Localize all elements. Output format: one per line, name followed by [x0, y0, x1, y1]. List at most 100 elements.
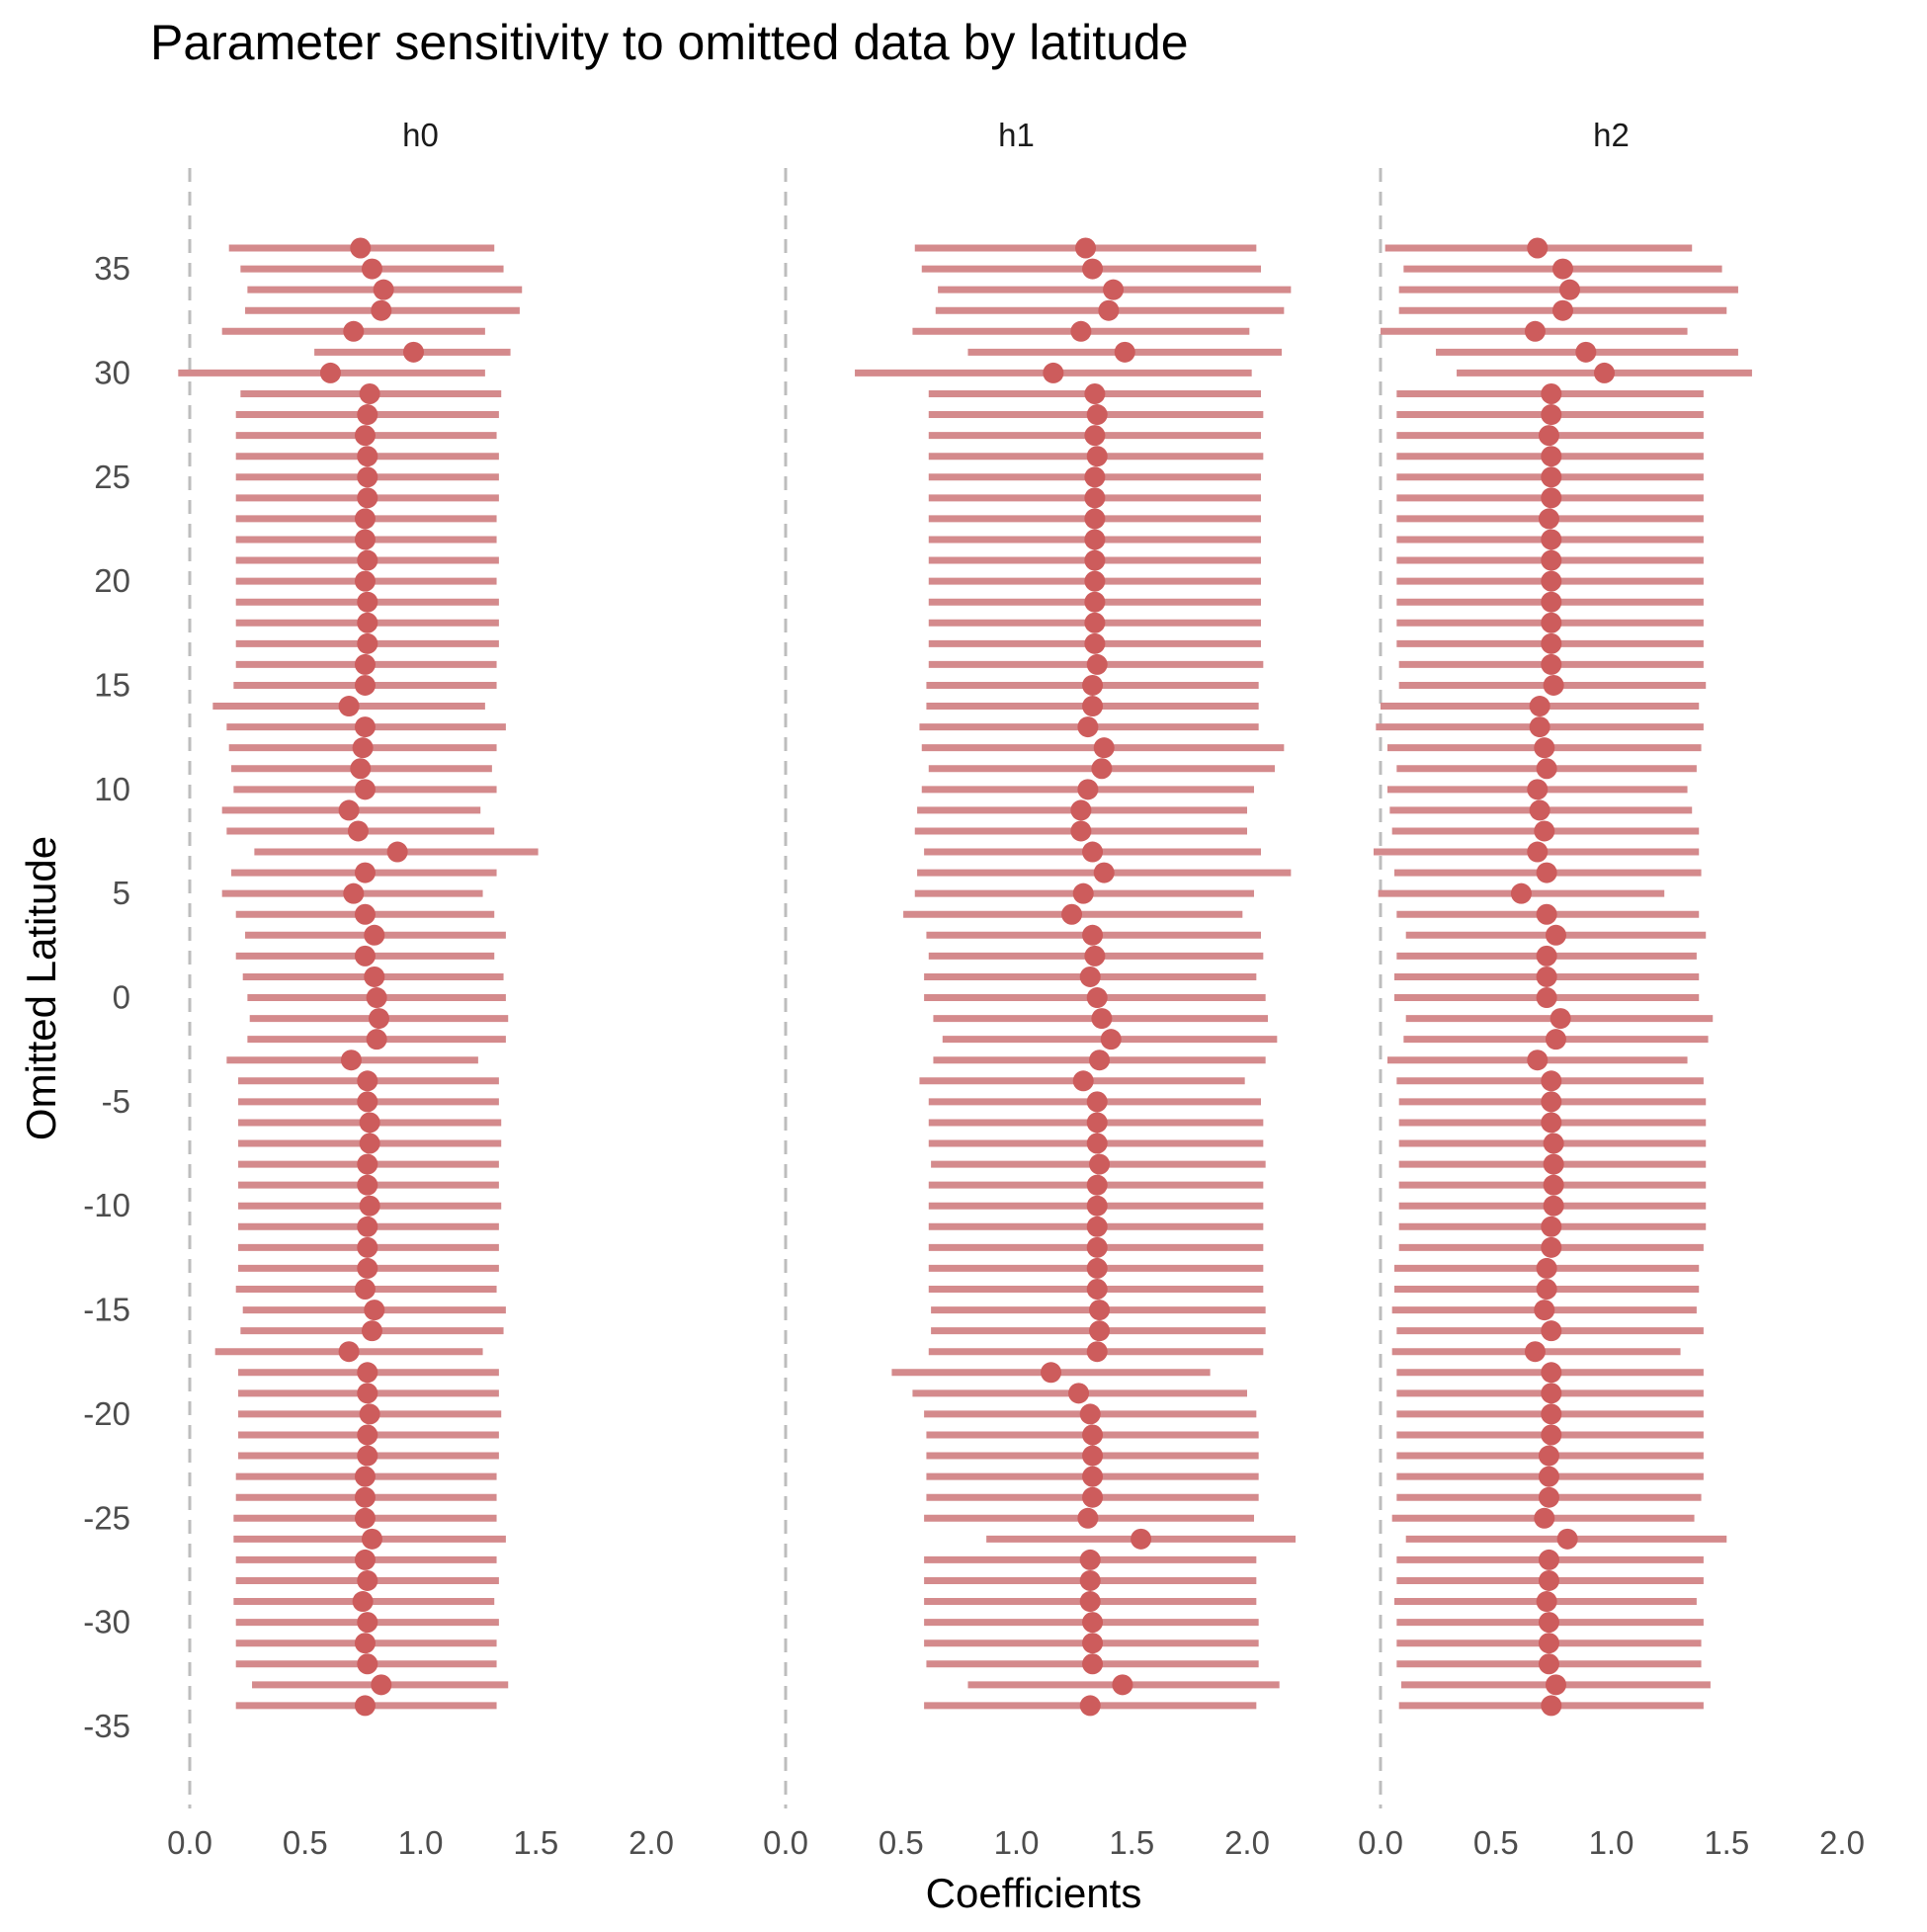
point-estimate	[1593, 362, 1615, 383]
y-tick-label: 15	[94, 666, 130, 703]
point-estimate	[357, 632, 378, 654]
point-estimate	[1082, 674, 1104, 696]
point-estimate	[1538, 1633, 1559, 1654]
point-estimate	[1086, 1341, 1108, 1363]
point-estimate	[1538, 1486, 1559, 1508]
point-estimate	[1538, 1569, 1559, 1591]
point-estimate	[1534, 1300, 1555, 1321]
point-estimate	[1084, 632, 1106, 654]
point-estimate	[354, 674, 376, 696]
panel-h1: h1 0.0 0.5 1.0 1.5 2.0	[763, 117, 1297, 1861]
point-estimate	[357, 1653, 378, 1675]
point-estimate	[1543, 674, 1564, 696]
panel-strip-label: h0	[402, 117, 439, 153]
point-estimate	[361, 1528, 382, 1550]
y-tick-label: -20	[83, 1395, 130, 1432]
chart-title: Parameter sensitivity to omitted data by…	[150, 15, 1189, 70]
y-tick-label: 20	[94, 562, 130, 599]
point-estimate	[1550, 1008, 1571, 1030]
x-tick-label: 1.0	[398, 1824, 444, 1861]
point-estimate	[1098, 299, 1120, 321]
x-tick-label: 0.0	[1358, 1824, 1403, 1861]
point-estimate	[1541, 1070, 1562, 1092]
point-estimate	[1082, 924, 1104, 946]
point-estimate	[1551, 258, 1573, 280]
x-tick-label: 2.0	[1819, 1824, 1865, 1861]
point-estimate	[1082, 1486, 1104, 1508]
point-estimate	[366, 987, 387, 1009]
point-estimate	[354, 1549, 376, 1570]
point-estimate	[366, 1029, 387, 1050]
point-estimate	[1086, 987, 1108, 1009]
point-estimate	[1538, 1466, 1559, 1487]
point-estimate	[1536, 758, 1557, 780]
point-estimate	[1112, 1674, 1133, 1696]
point-estimate	[1575, 341, 1597, 363]
point-estimate	[357, 487, 378, 509]
point-estimate	[1086, 446, 1108, 467]
point-estimate	[359, 1403, 380, 1425]
point-estimate	[386, 841, 408, 863]
point-estimate	[1091, 758, 1113, 780]
point-estimate	[357, 1216, 378, 1237]
point-estimate	[1070, 320, 1092, 342]
point-estimate	[354, 945, 376, 966]
point-estimate	[1079, 1591, 1101, 1613]
point-estimate	[1556, 1528, 1578, 1550]
point-estimate	[1543, 1153, 1564, 1175]
point-estimate	[1538, 1653, 1559, 1675]
point-estimate	[1077, 716, 1099, 738]
point-estimate	[1536, 945, 1557, 966]
point-estimate	[357, 1257, 378, 1279]
y-tick-label: -30	[83, 1604, 130, 1640]
point-estimate	[1082, 1633, 1104, 1654]
point-estimate	[1079, 1403, 1101, 1425]
point-estimate	[357, 466, 378, 488]
point-estimate	[1527, 841, 1549, 863]
x-tick-label: 1.5	[1704, 1824, 1749, 1861]
y-tick-label: 10	[94, 771, 130, 807]
x-tick-label: 1.0	[1589, 1824, 1634, 1861]
x-tick-label: 2.0	[628, 1824, 674, 1861]
point-estimate	[373, 279, 394, 300]
point-estimate	[1082, 1445, 1104, 1467]
point-estimate	[1545, 1674, 1566, 1696]
point-estimate	[1091, 1008, 1113, 1030]
point-estimate	[1086, 404, 1108, 426]
point-estimate	[368, 1008, 389, 1030]
point-estimate	[1541, 549, 1562, 571]
point-estimate	[1538, 1445, 1559, 1467]
point-estimate	[354, 1507, 376, 1529]
point-estimate	[354, 1695, 376, 1717]
point-estimate	[1536, 903, 1557, 925]
point-estimate	[1524, 320, 1546, 342]
point-estimate	[354, 1466, 376, 1487]
point-estimate	[1086, 1236, 1108, 1258]
point-estimate	[1082, 841, 1104, 863]
point-estimate	[1529, 696, 1550, 717]
point-estimate	[1089, 1320, 1111, 1342]
y-tick-label: 30	[94, 354, 130, 390]
point-estimate	[1541, 632, 1562, 654]
point-estimate	[1082, 1466, 1104, 1487]
point-estimate	[1086, 1257, 1108, 1279]
point-estimate	[364, 1300, 385, 1321]
point-estimate	[1089, 1300, 1111, 1321]
point-estimate	[354, 1279, 376, 1300]
point-estimate	[359, 1195, 380, 1217]
point-estimate	[1084, 591, 1106, 613]
point-estimate	[1084, 425, 1106, 447]
point-estimate	[1043, 362, 1064, 383]
y-tick-label: -10	[83, 1187, 130, 1223]
point-estimate	[1541, 1403, 1562, 1425]
point-estimate	[1536, 987, 1557, 1009]
point-estimate	[1089, 1153, 1111, 1175]
point-estimate	[1084, 612, 1106, 633]
panels: h0 0.0 0.5 1.0 1.5 2.0 h1 0.0 0.5 1.0 1.5 2.0 h2 0.0 0…	[167, 117, 1865, 1861]
y-tick-labels: 35 30 25 20 15 10 5 0 -5 -10 -15 -20 -25 -30 -35	[83, 250, 130, 1744]
point-estimate	[1510, 882, 1532, 904]
y-tick-label: 5	[113, 875, 130, 911]
point-estimate	[1084, 382, 1106, 404]
